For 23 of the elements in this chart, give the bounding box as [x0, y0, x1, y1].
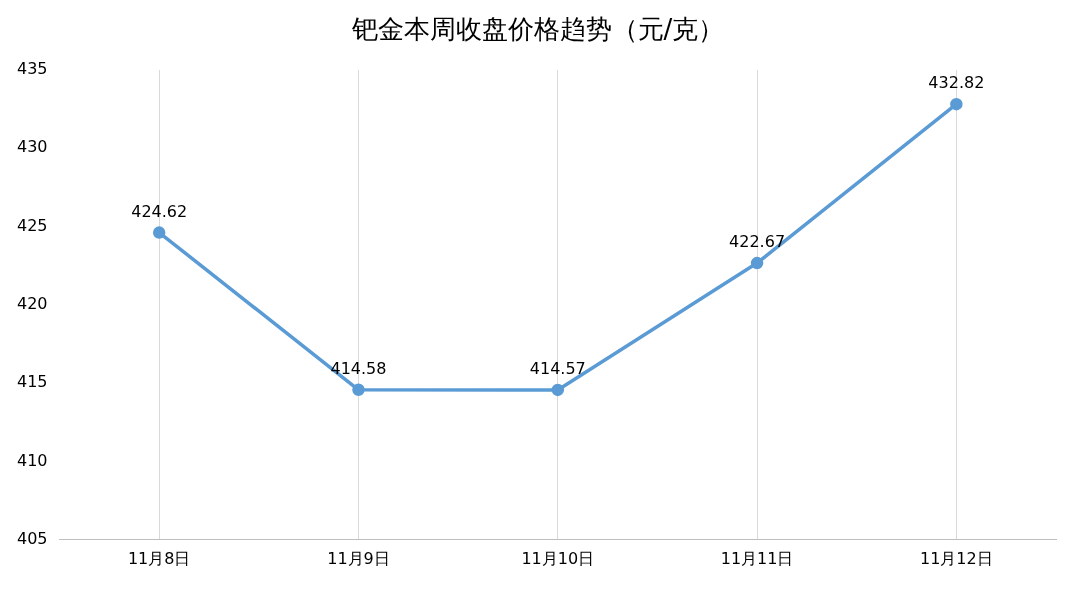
x-tick-label: 11月9日 [327, 548, 390, 568]
point [352, 383, 365, 397]
y-tick-label: 425 [16, 215, 48, 235]
point [750, 256, 764, 270]
point [950, 97, 963, 111]
data-label: 414.58 [330, 358, 387, 378]
chart-title: 钯金本周收盘价格趋势（元/克） [350, 13, 726, 46]
y-tick-label: 410 [16, 450, 48, 470]
y-tick-label: 430 [16, 137, 48, 157]
x-tick-label: 11月10日 [521, 548, 595, 568]
x-tick-label: 11月11日 [720, 548, 794, 568]
data-label: 414.57 [529, 359, 586, 379]
y-tick-label: 420 [16, 294, 48, 314]
data-label: 424.62 [131, 201, 188, 221]
point [152, 226, 166, 239]
y-tick-label: 405 [16, 528, 48, 548]
y-tick-label: 415 [16, 372, 48, 392]
point [551, 383, 565, 397]
x-tick-label: 11月12日 [919, 548, 993, 568]
y-tick-label: 435 [16, 59, 48, 79]
data-label: 432.82 [928, 73, 985, 93]
x-tick-label: 11月8日 [127, 548, 191, 568]
data-label: 422.67 [729, 232, 786, 252]
